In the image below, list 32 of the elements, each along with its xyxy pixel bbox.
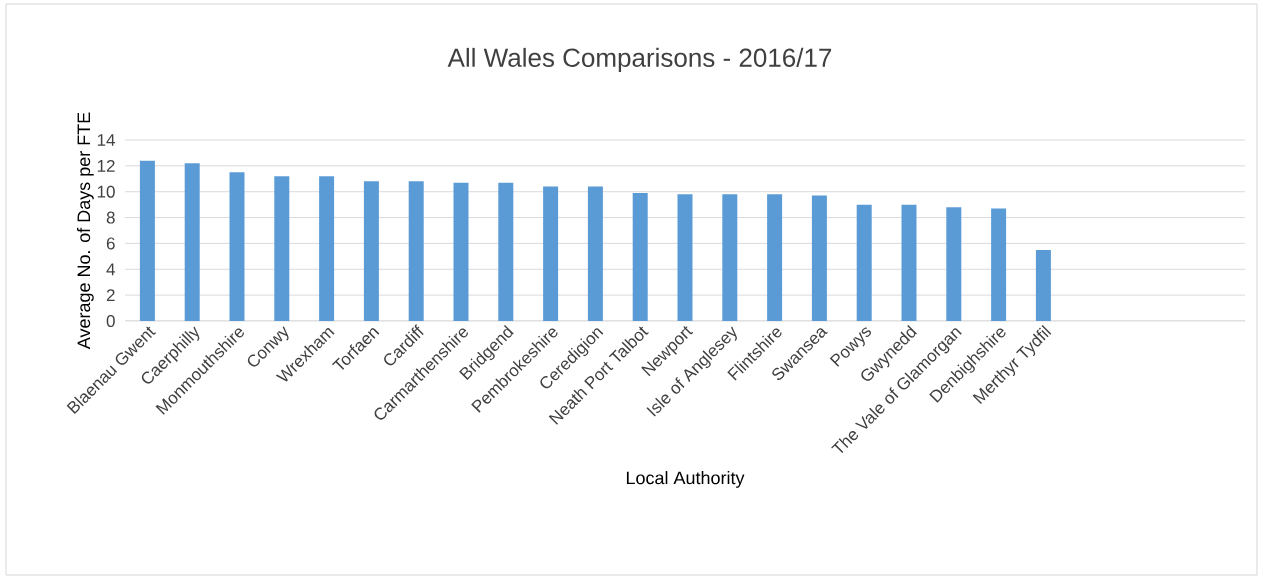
bar <box>408 181 424 321</box>
bar <box>946 207 962 321</box>
y-tick-label: 10 <box>97 185 115 198</box>
bar <box>767 194 783 321</box>
y-axis-title: Average No. of Days per FTE <box>76 112 94 350</box>
bar <box>1035 249 1051 321</box>
bar <box>274 176 290 321</box>
bar <box>453 182 469 321</box>
bar <box>229 172 245 321</box>
bar <box>677 194 693 321</box>
bar <box>319 176 335 321</box>
bar <box>856 204 872 321</box>
chart-title: All Wales Comparisons - 2016/17 <box>447 47 832 73</box>
bar <box>543 186 559 321</box>
y-tick-label: 12 <box>97 159 115 172</box>
y-tick-label: 8 <box>106 211 115 224</box>
bar <box>811 195 827 321</box>
bar <box>632 193 648 321</box>
bar <box>139 160 155 321</box>
y-tick-label: 2 <box>106 289 115 302</box>
bar <box>498 182 514 321</box>
bar <box>184 163 200 321</box>
bar <box>587 186 603 321</box>
y-tick-label: 0 <box>106 314 115 328</box>
y-tick-label: 6 <box>106 237 115 250</box>
bar <box>722 194 738 321</box>
y-tick-label: 14 <box>97 134 115 146</box>
bar <box>363 181 379 321</box>
bar <box>991 208 1007 321</box>
bar <box>901 204 917 321</box>
x-axis-title: Local Authority <box>626 471 745 488</box>
y-tick-label: 4 <box>106 263 115 276</box>
